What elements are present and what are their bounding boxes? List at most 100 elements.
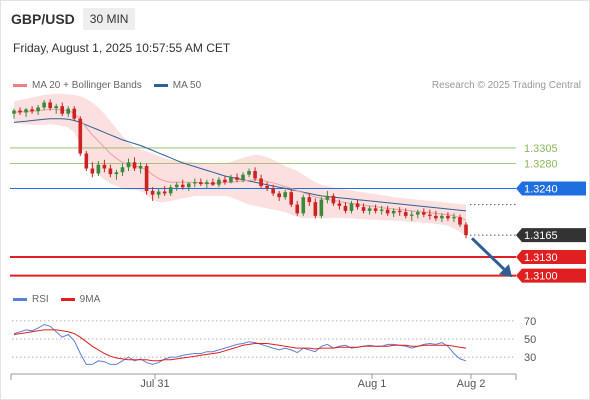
candle-body — [289, 192, 294, 205]
level-tag-last — [516, 228, 586, 243]
candle-body — [307, 197, 312, 203]
rsi-ma-swatch — [60, 298, 75, 301]
candle-body — [84, 153, 89, 169]
candle-body — [277, 193, 281, 198]
candle-body — [199, 182, 203, 185]
candle-body — [66, 108, 71, 114]
credit-text: Research © 2025 Trading Central — [431, 80, 581, 91]
candle-body — [235, 177, 239, 180]
legend-rsi-ma: 9MA — [60, 294, 101, 305]
legend-rsi: RSI — [13, 294, 49, 305]
candle-body — [373, 208, 378, 211]
candle-body — [265, 185, 269, 189]
candle-body — [48, 102, 52, 109]
candle-body — [295, 204, 300, 214]
currency-pair: GBP/USD — [11, 11, 75, 27]
chart-header: GBP/USD 30 MIN — [11, 8, 136, 30]
legend-ma50-label: MA 50 — [172, 80, 202, 91]
forecast-arrow-shaft — [470, 237, 506, 271]
level-tag-support — [516, 249, 586, 264]
candle-body — [355, 203, 360, 208]
candle-body — [337, 203, 342, 206]
level-label-last: 1.3165 — [524, 230, 558, 242]
candle-body — [379, 209, 384, 211]
x-tick-label: Aug 1 — [358, 378, 387, 390]
candle-body — [180, 184, 185, 188]
bollinger-band — [14, 93, 466, 237]
candle-body — [403, 212, 408, 216]
candle-body — [434, 215, 438, 219]
candle-body — [96, 164, 101, 174]
timeframe-badge[interactable]: 30 MIN — [82, 8, 136, 30]
candle-body — [361, 207, 366, 211]
candle-body — [464, 224, 468, 236]
level-label-support: 1.3100 — [524, 271, 558, 283]
rsi-tick-label: 50 — [524, 334, 536, 346]
candle-body — [144, 166, 149, 191]
candle-body — [331, 195, 336, 204]
candle-body — [446, 215, 450, 219]
candle-body — [301, 197, 306, 214]
legend-rsi-ma-label: 9MA — [79, 294, 101, 305]
candle-body — [217, 179, 221, 185]
candle-body — [72, 108, 77, 119]
candle-body — [211, 182, 215, 185]
candle-body — [102, 164, 107, 169]
candle-body — [138, 166, 143, 169]
candle-body — [343, 205, 348, 211]
candle-body — [283, 192, 288, 198]
candle-body — [241, 174, 245, 180]
candle-body — [325, 195, 330, 200]
candle-body — [391, 210, 396, 214]
candle-body — [132, 162, 137, 169]
ma20-line — [13, 108, 467, 221]
rsi-legend: RSI 9MA — [13, 294, 100, 305]
level-label-support: 1.3130 — [524, 252, 558, 264]
candle-body — [156, 191, 161, 195]
candle-body — [150, 190, 155, 195]
chart-datetime: Friday, August 1, 2025 10:57:55 AM CET — [13, 41, 231, 55]
level-label-target: 1.3280 — [524, 159, 558, 171]
rsi-line — [13, 323, 467, 365]
candle-body — [120, 167, 125, 173]
candle-body — [367, 208, 372, 211]
level-label-target: 1.3305 — [524, 143, 558, 155]
price-legend: MA 20 + Bollinger Bands MA 50 — [13, 80, 201, 91]
candle-body — [452, 217, 456, 219]
candle-body — [409, 214, 414, 216]
candle-body — [174, 184, 179, 188]
ma20-swatch — [13, 84, 27, 87]
legend-rsi-label: RSI — [32, 294, 49, 305]
candle-body — [247, 171, 251, 175]
candle-body — [223, 179, 227, 183]
rsi-swatch — [13, 298, 27, 301]
candle-body — [229, 177, 233, 183]
candle-body — [422, 212, 426, 215]
candle-body — [24, 109, 28, 113]
candle-body — [18, 110, 22, 113]
candle-body — [415, 212, 420, 215]
candle-body — [313, 202, 318, 216]
candle-body — [385, 209, 390, 214]
candle-body — [114, 172, 119, 175]
candle-body — [428, 214, 432, 216]
candle-body — [126, 162, 131, 168]
candle-body — [192, 182, 197, 184]
legend-ma20: MA 20 + Bollinger Bands — [13, 80, 142, 91]
legend-ma20-label: MA 20 + Bollinger Bands — [32, 80, 142, 91]
candle-body — [319, 199, 324, 216]
candle-body — [349, 203, 354, 211]
candle-body — [78, 118, 83, 154]
x-tick-label: Aug 2 — [457, 378, 486, 390]
candle-body — [271, 188, 275, 194]
candle-body — [60, 106, 65, 114]
legend-ma50: MA 50 — [153, 80, 202, 91]
candle-body — [397, 210, 402, 213]
x-tick-label: Jul 31 — [140, 378, 169, 390]
candle-body — [54, 106, 58, 109]
level-tag-pivot — [516, 181, 586, 196]
rsi-tick-label: 30 — [524, 352, 536, 364]
candle-body — [108, 168, 113, 175]
candle-body — [90, 168, 95, 174]
